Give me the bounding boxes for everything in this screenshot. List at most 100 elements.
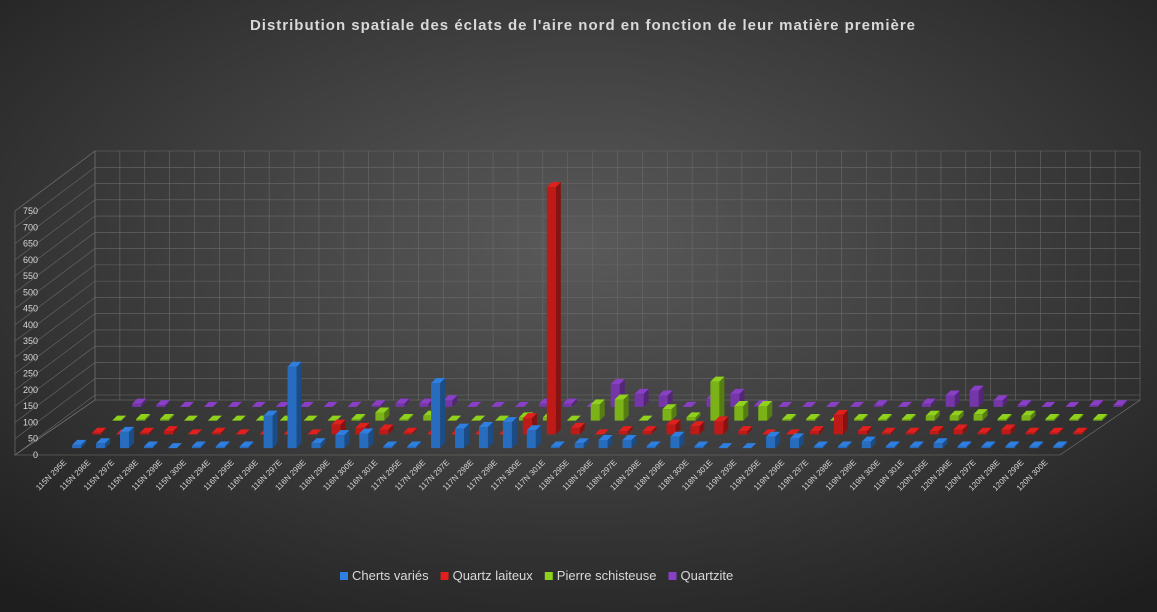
legend-label: Cherts variés (352, 568, 429, 583)
grid-line (14, 394, 1140, 456)
bar-side (129, 426, 135, 449)
bar-top (1041, 401, 1056, 407)
bar-side (978, 385, 984, 407)
bar-top (120, 426, 135, 432)
bar-side (555, 182, 561, 435)
bar (590, 404, 600, 421)
bar-side (105, 438, 111, 449)
y-tick-label: 150 (23, 401, 38, 411)
bar (1025, 432, 1035, 435)
bar-top (375, 407, 390, 413)
bar-top (502, 417, 517, 423)
bar-top (303, 415, 318, 421)
bar-side (141, 398, 147, 407)
bar (72, 444, 82, 449)
bar (371, 405, 381, 407)
bar (861, 441, 871, 449)
bar (738, 431, 748, 435)
bar (351, 418, 361, 421)
bar (1045, 418, 1055, 421)
bar (610, 384, 620, 407)
bar (263, 415, 273, 449)
bar-top (327, 415, 342, 421)
bar-side (220, 427, 226, 435)
bar-side (145, 413, 151, 421)
bar-top (762, 429, 777, 435)
bar-side (938, 426, 944, 435)
bar (311, 443, 321, 449)
bar (658, 395, 668, 407)
bar-top (614, 394, 629, 400)
y-tick-label: 100 (23, 417, 38, 427)
bar (833, 414, 843, 435)
grid-line (14, 166, 1140, 228)
bar (355, 427, 365, 435)
bar-side (392, 441, 398, 449)
bar-side (723, 416, 729, 435)
bar-top (594, 429, 609, 435)
bar-side (890, 427, 896, 435)
bar-side (272, 410, 278, 449)
bar-top (953, 424, 968, 430)
bar-top (977, 427, 992, 433)
bar-side (862, 413, 868, 421)
bar (1113, 405, 1123, 407)
bar-top (1005, 441, 1020, 447)
bar-side (1030, 410, 1036, 421)
bar (1073, 432, 1083, 435)
bar-side (819, 426, 825, 435)
bar (810, 431, 820, 435)
bar-side (464, 423, 470, 449)
y-tick-label: 500 (23, 287, 38, 297)
bar-side (910, 413, 916, 421)
bar-side (982, 409, 988, 421)
legend-label: Quartzite (681, 568, 734, 583)
bar-side (866, 426, 872, 435)
bar (379, 429, 389, 435)
bar-top (307, 429, 322, 435)
bar-top (287, 361, 302, 367)
bar-side (511, 417, 517, 449)
bar (981, 446, 991, 449)
bar (1049, 432, 1059, 435)
bar-top (734, 400, 749, 406)
bar-top (546, 182, 561, 188)
grid-line (14, 248, 1140, 309)
bar (598, 439, 608, 449)
y-tick-label: 250 (23, 369, 38, 379)
bar (522, 418, 532, 435)
bar-side (416, 441, 422, 449)
bar (526, 430, 536, 449)
bar-side (487, 421, 493, 449)
bar (92, 432, 102, 435)
bar-top (207, 415, 222, 421)
grid-line (14, 297, 1140, 358)
bar (423, 415, 433, 421)
bar (686, 417, 696, 421)
bar (375, 412, 385, 421)
bar-side (320, 438, 326, 449)
bar-top (758, 400, 773, 406)
bar-side (894, 441, 900, 449)
bar (901, 418, 911, 421)
bar-top (167, 443, 182, 449)
bar (1089, 405, 1099, 407)
bar (622, 439, 632, 449)
bar-top (263, 410, 278, 416)
bar (478, 426, 488, 449)
bar (1021, 415, 1031, 421)
y-tick-label: 200 (23, 385, 38, 395)
bar-top (299, 401, 314, 407)
bar-side (703, 441, 709, 449)
bar-side (440, 378, 446, 449)
bar-top (455, 423, 470, 429)
bar-side (607, 434, 613, 449)
bar (399, 418, 409, 421)
bar-side (966, 441, 972, 449)
bar (562, 403, 572, 407)
bar (574, 443, 584, 449)
bar-side (1102, 413, 1108, 421)
bar-side (1058, 427, 1064, 435)
bar (885, 446, 895, 449)
